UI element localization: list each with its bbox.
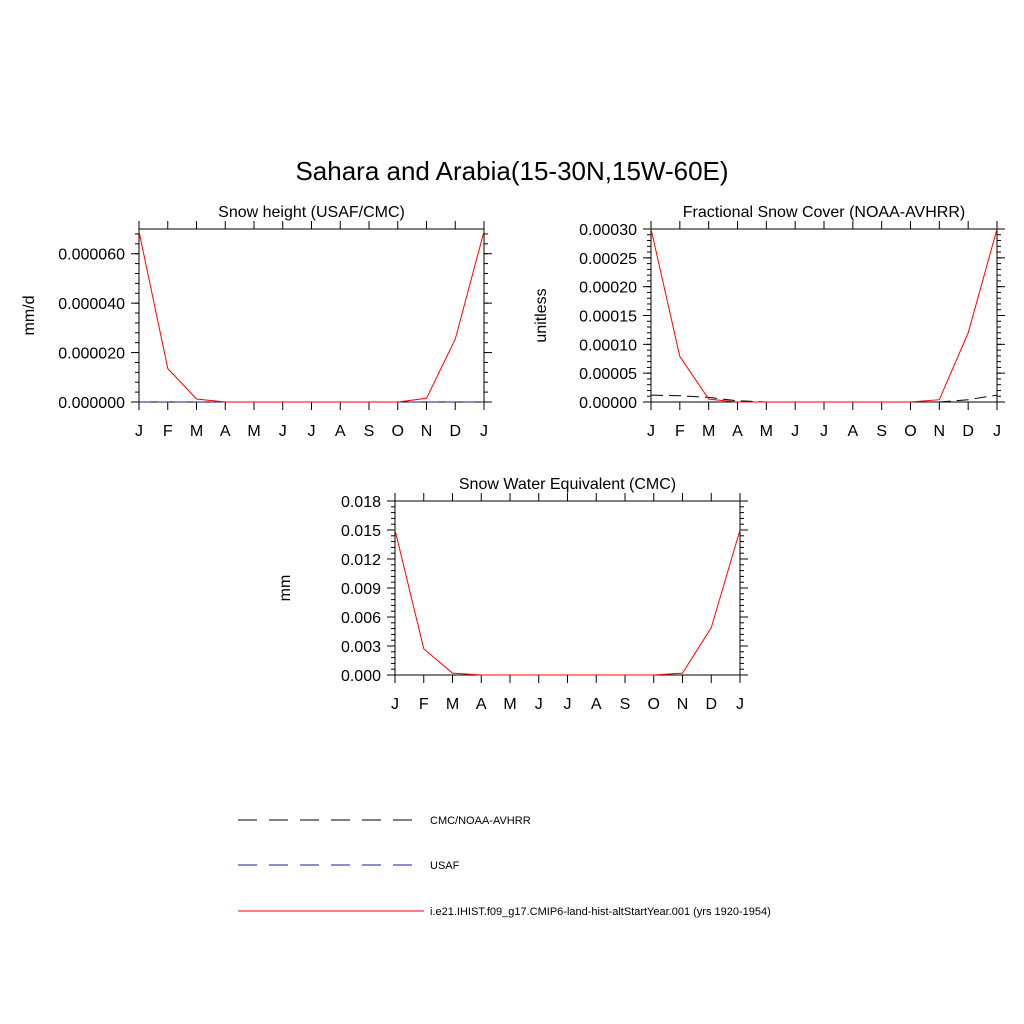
- y-axis-label: mm/d: [21, 296, 38, 336]
- x-tick-label: J: [791, 423, 799, 440]
- panel-title: Snow height (USAF/CMC): [218, 204, 405, 221]
- x-tick-label: F: [419, 696, 429, 713]
- y-tick-label: 0.00010: [579, 337, 637, 354]
- y-tick-label: 0.00000: [579, 395, 637, 412]
- series-line: [138, 231, 485, 403]
- x-tick-label: M: [702, 423, 715, 440]
- x-tick-label: J: [308, 423, 316, 440]
- x-tick-label: J: [647, 423, 655, 440]
- legend: CMC/NOAA-AVHRR USAF i.e21.IHIST.f09_g17.CM…: [238, 815, 771, 918]
- y-tick-label: 0.000040: [58, 296, 125, 313]
- y-tick-label: 0.000000: [58, 395, 125, 412]
- x-tick-label: N: [934, 423, 946, 440]
- panel-title: Snow Water Equivalent (CMC): [459, 476, 676, 493]
- y-axis-label: mm: [277, 575, 294, 602]
- x-tick-label: A: [847, 423, 858, 440]
- y-tick-label: 0.006: [341, 610, 381, 627]
- x-tick-label: M: [503, 696, 516, 713]
- x-tick-label: S: [364, 423, 375, 440]
- x-tick-label: D: [962, 423, 974, 440]
- x-tick-label: A: [732, 423, 743, 440]
- plot-frame: [650, 228, 998, 403]
- x-tick-label: A: [220, 423, 231, 440]
- plot-frame: [394, 500, 741, 676]
- x-tick-label: A: [335, 423, 346, 440]
- series-line: [650, 394, 998, 403]
- x-tick-label: O: [392, 423, 404, 440]
- x-tick-label: J: [564, 696, 572, 713]
- x-tick-label: D: [449, 423, 461, 440]
- x-tick-label: F: [675, 423, 685, 440]
- y-tick-label: 0.000: [341, 668, 381, 685]
- y-tick-label: 0.00030: [579, 222, 637, 239]
- x-tick-label: N: [421, 423, 433, 440]
- x-tick-label: O: [904, 423, 916, 440]
- x-tick-label: A: [476, 696, 487, 713]
- x-tick-label: J: [480, 423, 488, 440]
- y-tick-label: 0.000060: [58, 247, 125, 264]
- y-tick-label: 0.018: [341, 494, 381, 511]
- x-tick-label: J: [993, 423, 1001, 440]
- legend-label: USAF: [430, 860, 460, 872]
- y-tick-label: 0.003: [341, 639, 381, 656]
- x-tick-label: J: [736, 696, 744, 713]
- series-line: [650, 228, 998, 403]
- x-tick-label: O: [648, 696, 660, 713]
- legend-label: CMC/NOAA-AVHRR: [430, 815, 531, 827]
- x-tick-label: M: [247, 423, 260, 440]
- x-tick-label: M: [446, 696, 459, 713]
- x-tick-label: A: [591, 696, 602, 713]
- x-tick-label: J: [391, 696, 399, 713]
- legend-label: i.e21.IHIST.f09_g17.CMIP6-land-hist-altS…: [430, 906, 771, 918]
- figure-title: Sahara and Arabia(15-30N,15W-60E): [295, 156, 728, 186]
- x-tick-label: J: [279, 423, 287, 440]
- panel-snow-water-equivalent: Snow Water Equivalent (CMC)mmJ F M A M J J A S O N…: [277, 476, 748, 713]
- x-tick-label: S: [620, 696, 631, 713]
- y-tick-label: 0.015: [341, 523, 381, 540]
- series-line: [394, 529, 741, 676]
- y-axis-label: unitless: [533, 288, 550, 342]
- plot-frame: [138, 228, 485, 403]
- x-tick-label: J: [135, 423, 143, 440]
- x-tick-label: M: [190, 423, 203, 440]
- x-tick-label: F: [163, 423, 173, 440]
- panel-fractional-snow-cover: Fractional Snow Cover (NOAA-AVHRR) unitle…: [533, 204, 1005, 440]
- y-tick-label: 0.00015: [579, 309, 637, 326]
- y-tick-label: 0.00005: [579, 366, 637, 383]
- x-tick-label: D: [705, 696, 717, 713]
- x-tick-label: S: [876, 423, 887, 440]
- y-tick-label: 0.009: [341, 581, 381, 598]
- y-tick-label: 0.012: [341, 552, 381, 569]
- y-tick-label: 0.00020: [579, 280, 637, 297]
- y-tick-label: 0.000020: [58, 346, 125, 363]
- panel-snow-height: Snow height (USAF/CMC)mm/dJ F M A M J J A S O N D J0…: [21, 204, 492, 440]
- panel-title: Fractional Snow Cover (NOAA-AVHRR): [683, 204, 965, 221]
- x-tick-label: M: [760, 423, 773, 440]
- x-tick-label: N: [677, 696, 689, 713]
- y-tick-label: 0.00025: [579, 251, 637, 268]
- x-tick-label: J: [820, 423, 828, 440]
- x-tick-label: J: [535, 696, 543, 713]
